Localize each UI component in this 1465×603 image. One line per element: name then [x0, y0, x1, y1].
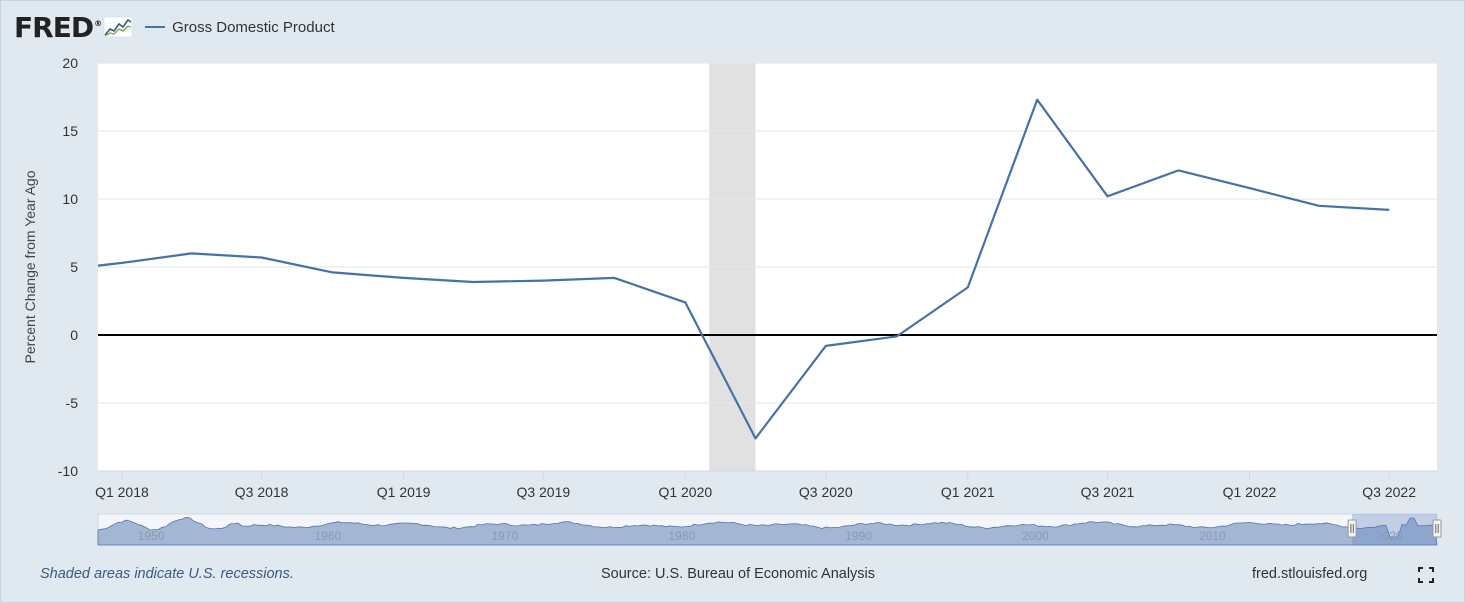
registered-mark: ® [94, 19, 102, 29]
chart-header: FRED® Gross Domestic Product [14, 10, 335, 44]
navigator-year-label: 1980 [668, 529, 695, 543]
fred-url-link[interactable]: fred.stlouisfed.org [1252, 566, 1368, 582]
handle-body [1347, 519, 1357, 538]
y-tick-labels: 20 15 10 5 0 -5 -10 [58, 55, 78, 479]
navigator-year-label: 1960 [315, 529, 342, 543]
navigator-year-label: 1950 [138, 529, 165, 543]
y-axis-label: Percent Change from Year Ago [22, 170, 38, 363]
navigator-year-label: 1990 [845, 529, 872, 543]
handle-body [1432, 519, 1442, 538]
x-tick-label: Q3 2018 [235, 484, 289, 500]
navigator-year-label: 1970 [491, 529, 518, 543]
x-tick-label: Q3 2020 [799, 484, 853, 500]
y-tick-label: -10 [58, 463, 78, 479]
navigator-series [97, 516, 1438, 546]
x-tick-label: Q1 2022 [1223, 484, 1277, 500]
y-tick-label: 5 [70, 259, 78, 275]
x-tick-label: Q3 2021 [1081, 484, 1135, 500]
x-tick-label: Q1 2019 [377, 484, 431, 500]
x-tick-label: Q1 2018 [95, 484, 149, 500]
x-tick-label: Q1 2021 [941, 484, 995, 500]
fullscreen-icon[interactable] [1418, 567, 1434, 583]
legend-label: Gross Domestic Product [172, 18, 335, 36]
navigator-year-label: 2020 [1376, 529, 1403, 543]
y-tick-label: 20 [62, 55, 78, 71]
fred-logo[interactable]: FRED® [14, 10, 102, 44]
legend[interactable]: Gross Domestic Product [145, 19, 335, 36]
x-tick-label: Q3 2022 [1362, 484, 1416, 500]
series-line [98, 98, 1390, 440]
x-tick-label: Q3 2019 [516, 484, 570, 500]
navigator-year-label: 2010 [1199, 529, 1226, 543]
navigator[interactable]: 1950 1960 1970 1980 1990 2000 2010 2020 [97, 513, 1442, 546]
navigator-handle-right[interactable] [1432, 519, 1442, 538]
x-tick-layer: Q1 2018 Q3 2018 Q1 2019 Q3 2019 Q1 2020 Q3 20… [95, 470, 1437, 500]
y-tick-label: 0 [70, 327, 78, 343]
y-tick-label: 10 [62, 191, 78, 207]
line-graph-icon [103, 16, 133, 38]
x-tick-label: Q1 2020 [658, 484, 712, 500]
recession-note: Shaded areas indicate U.S. recessions. [40, 566, 294, 582]
navigator-year-label: 2000 [1022, 529, 1049, 543]
navigator-selection [1352, 514, 1437, 545]
y-tick-label: -5 [66, 395, 79, 411]
fred-logo-text: FRED [14, 10, 94, 44]
source-note: Source: U.S. Bureau of Economic Analysis [601, 566, 876, 582]
legend-swatch [145, 26, 166, 28]
y-tick-label: 15 [62, 123, 78, 139]
navigator-handle-left[interactable] [1347, 519, 1357, 538]
series-layer [98, 98, 1390, 440]
